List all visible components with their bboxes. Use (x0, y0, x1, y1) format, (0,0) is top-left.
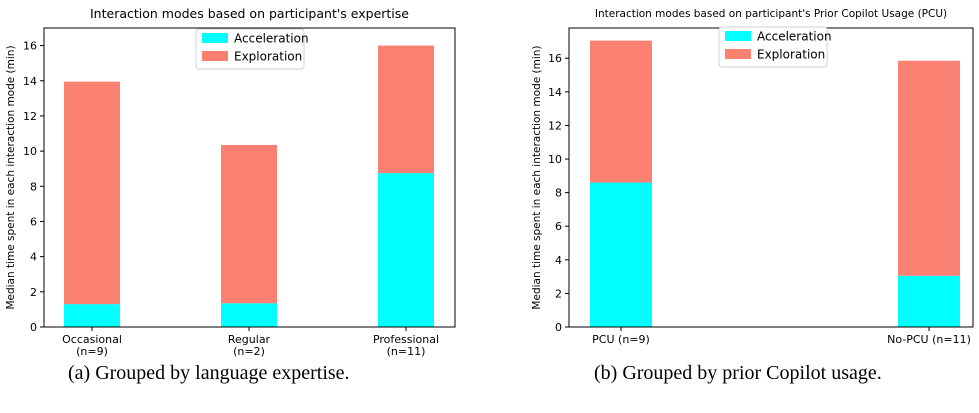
bar-acceleration-0 (64, 304, 120, 327)
y-axis-label: Median time spent in each interaction mo… (5, 45, 17, 309)
bar-acceleration-2 (378, 173, 434, 327)
legend-label-acceleration: Acceleration (757, 30, 832, 44)
legend-swatch-exploration (725, 49, 751, 59)
bar-exploration-2 (378, 45, 434, 174)
y-tick-label: 14 (23, 75, 37, 88)
y-tick-label: 8 (30, 180, 37, 193)
legend: Acceleration Exploration (718, 26, 832, 68)
y-tick-label: 16 (23, 40, 37, 53)
legend-label-exploration: Exploration (757, 48, 825, 62)
legend-swatch-acceleration (202, 33, 228, 43)
y-tick-label: 2 (30, 286, 37, 299)
bar-exploration-1 (221, 144, 277, 304)
x-tick-label: Professional (n=11) (373, 333, 439, 358)
y-tick-label: 0 (30, 321, 37, 334)
legend-swatch-exploration (202, 51, 228, 61)
caption-copilot-usage: (b) Grouped by prior Copilot usage. (594, 362, 882, 384)
bar-exploration-0 (64, 81, 120, 305)
y-tick-label: 4 (30, 251, 37, 264)
chart-title: Interaction modes based on participant's… (90, 6, 409, 21)
x-tick-label: Occasional (n=9) (62, 333, 122, 358)
y-tick-label: 0 (555, 321, 562, 334)
y-tick-label: 6 (30, 215, 37, 228)
chart-title: Interaction modes based on participant's… (595, 8, 947, 20)
y-tick-label: 4 (555, 254, 562, 267)
y-tick-label: 10 (548, 153, 562, 166)
y-tick-label: 6 (555, 220, 562, 233)
bar-exploration-0 (590, 40, 652, 183)
bar-acceleration-1 (898, 275, 960, 327)
bar-acceleration-0 (590, 182, 652, 327)
y-tick-label: 2 (555, 287, 562, 300)
chart-copilot-usage: 0 2 4 6 8 10 12 14 16 PCU (n=9) No-PCU (n=11) Inter… (531, 8, 974, 346)
legend-swatch-acceleration (725, 31, 751, 41)
legend: Acceleration Exploration (195, 28, 309, 70)
bar-acceleration-1 (221, 303, 277, 327)
legend-label-acceleration: Acceleration (234, 32, 309, 46)
x-tick-label: Regular (n=2) (228, 333, 271, 358)
x-tick-label: PCU (n=9) (592, 333, 650, 346)
y-tick-label: 10 (23, 145, 37, 158)
y-axis-label: Median time spent in each interaction mo… (531, 45, 543, 309)
x-tick-label: No-PCU (n=11) (887, 333, 971, 346)
caption-expertise: (a) Grouped by language expertise. (68, 362, 350, 384)
y-tick-label: 12 (548, 119, 562, 132)
legend-label-exploration: Exploration (234, 50, 302, 64)
y-tick-label: 14 (548, 86, 562, 99)
y-tick-label: 16 (548, 52, 562, 65)
bar-exploration-1 (898, 60, 960, 276)
y-tick-label: 12 (23, 110, 37, 123)
chart-expertise: 0 2 4 6 8 10 12 14 16 Occasional (n=9) Regular (n=2)… (5, 6, 456, 358)
y-tick-label: 8 (555, 187, 562, 200)
